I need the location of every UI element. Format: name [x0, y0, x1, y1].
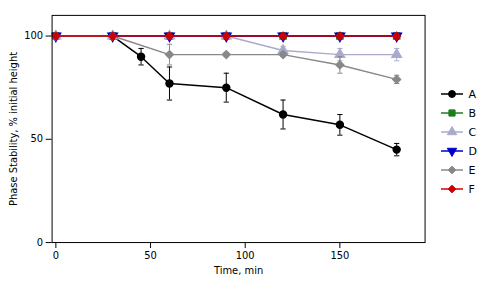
html-text:E: E: [468, 163, 476, 177]
svg-text:Time, min: Time, min: [213, 265, 263, 276]
html-text:B: B: [468, 106, 476, 120]
svg-text:Phase Stability, % initial hei: Phase Stability, % initial height: [8, 52, 19, 206]
svg-text:0: 0: [37, 237, 43, 248]
svg-text:50: 50: [144, 250, 157, 261]
html-text:A: A: [468, 87, 476, 101]
svg-text:100: 100: [236, 250, 255, 261]
html-text:D: D: [468, 144, 477, 158]
html-text:F: F: [468, 182, 475, 196]
svg-text:100: 100: [24, 30, 43, 41]
svg-text:150: 150: [330, 250, 349, 261]
svg-text:0: 0: [53, 250, 59, 261]
html-text:C: C: [468, 125, 477, 139]
svg-text:50: 50: [31, 134, 44, 145]
